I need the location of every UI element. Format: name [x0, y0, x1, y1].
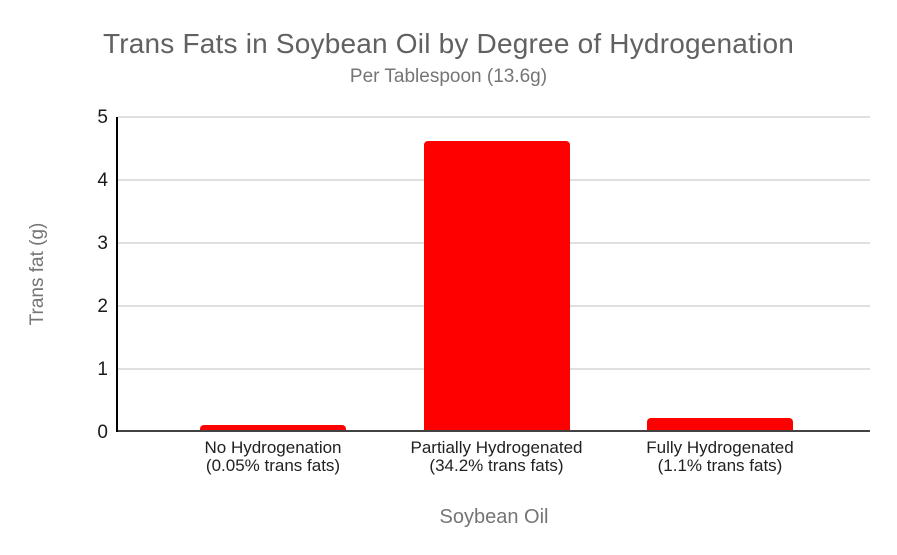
- x-category-label-line: No Hydrogenation: [204, 438, 342, 457]
- y-tick-label-5: 5: [97, 107, 108, 128]
- x-category-label-1: Partially Hydrogenated (34.2% trans fats): [411, 439, 583, 475]
- gridline-y-5: [118, 116, 870, 118]
- y-axis-title: Trans fat (g): [27, 222, 48, 326]
- x-category-label-line: (34.2% trans fats): [429, 456, 564, 475]
- x-category-label-line: (0.05% trans fats): [205, 456, 341, 475]
- bar-0: [200, 425, 346, 431]
- bar-2: [647, 418, 793, 431]
- y-axis-line: [116, 117, 118, 432]
- y-tick-label-3: 3: [97, 233, 108, 254]
- x-axis-title: Soybean Oil: [439, 506, 549, 528]
- chart-subtitle: Per Tablespoon (13.6g): [349, 66, 548, 87]
- x-category-label-2: Fully Hydrogenated (1.1% trans fats): [646, 439, 793, 475]
- plot-area: [116, 116, 870, 432]
- y-tick-label-1: 1: [97, 359, 108, 380]
- y-tick-label-2: 2: [97, 296, 108, 317]
- bar-1: [423, 141, 570, 431]
- x-category-label-line: (1.1% trans fats): [657, 456, 783, 475]
- y-tick-label-4: 4: [97, 170, 108, 191]
- chart-title: Trans Fats in Soybean Oil by Degree of H…: [102, 28, 795, 59]
- x-category-label-line: Partially Hydrogenated: [410, 438, 583, 457]
- y-tick-label-0: 0: [97, 422, 108, 443]
- x-axis-baseline: [118, 430, 870, 432]
- x-category-label-0: No Hydrogenation (0.05% trans fats): [204, 439, 341, 475]
- x-category-label-line: Fully Hydrogenated: [646, 438, 794, 457]
